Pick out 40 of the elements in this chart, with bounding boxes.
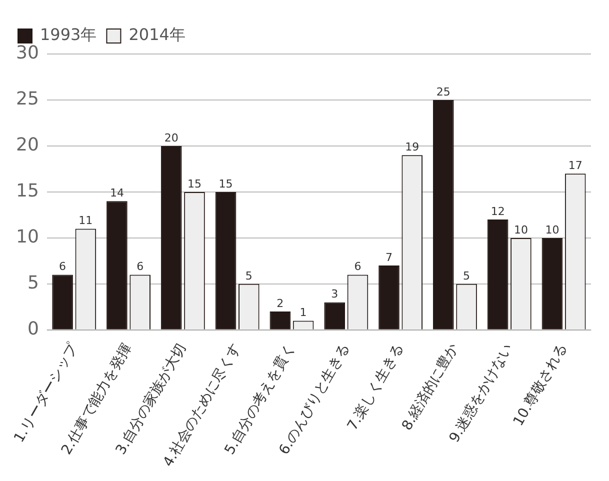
- data-label: 14: [110, 186, 124, 200]
- data-label: 12: [490, 204, 505, 218]
- data-label: 7: [386, 250, 393, 264]
- bar: [433, 100, 454, 330]
- bar: [106, 201, 128, 330]
- data-label: 3: [331, 288, 338, 301]
- bar: [160, 146, 182, 330]
- y-tick-label: 5: [27, 272, 39, 294]
- data-label: 15: [187, 177, 202, 190]
- data-label: 17: [568, 158, 582, 172]
- y-tick-label: 30: [16, 42, 39, 64]
- bar: [52, 274, 73, 330]
- data-label: 20: [164, 131, 178, 144]
- bar: [270, 312, 291, 330]
- y-tick-label: 10: [16, 226, 39, 248]
- data-label: 10: [514, 223, 528, 236]
- data-label: 6: [354, 260, 362, 274]
- data-label: 6: [59, 260, 66, 274]
- data-label: 25: [436, 85, 450, 98]
- data-label: 19: [405, 140, 420, 154]
- bar: [215, 192, 236, 330]
- bar: [324, 302, 345, 330]
- data-label: 5: [463, 269, 470, 282]
- data-label: 1: [300, 306, 307, 320]
- y-tick-label: 15: [16, 180, 39, 202]
- legend-label: 1993年: [40, 25, 97, 44]
- x-tick-label: 10.尊敬される: [510, 340, 570, 429]
- data-label: 15: [218, 177, 233, 190]
- bar: [542, 238, 563, 330]
- bar: [378, 266, 400, 330]
- data-label: 10: [545, 223, 560, 236]
- y-tick-label: 0: [27, 318, 39, 340]
- legend-label: 2014年: [128, 25, 186, 44]
- y-tick-label: 25: [16, 88, 39, 110]
- data-label: 6: [136, 260, 144, 274]
- data-label: 11: [78, 214, 93, 228]
- data-label: 5: [245, 269, 252, 282]
- data-label: 2: [276, 296, 284, 310]
- y-tick-label: 20: [16, 134, 39, 156]
- bar: [487, 220, 508, 330]
